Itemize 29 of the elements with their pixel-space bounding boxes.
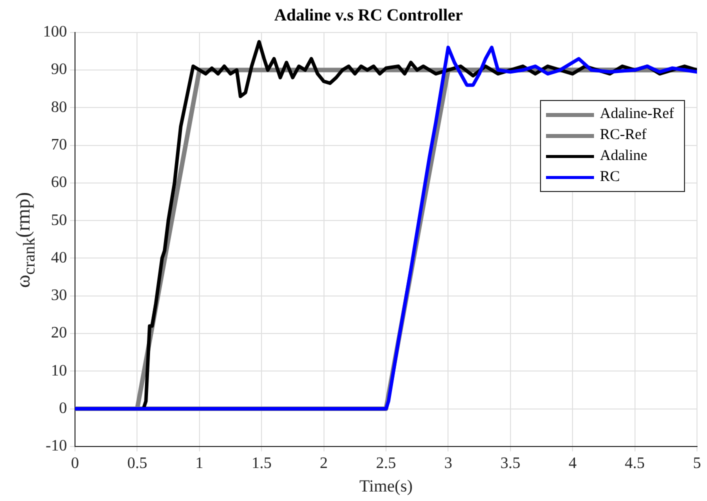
legend-label: RC-Ref xyxy=(600,127,647,144)
x-tick-label: 0 xyxy=(71,455,79,472)
legend-label: RC xyxy=(600,169,620,186)
y-tick-label: 70 xyxy=(51,136,67,154)
x-tick-label: 0.5 xyxy=(127,455,148,472)
y-tick-label: 50 xyxy=(51,212,67,229)
y-tick-label: 30 xyxy=(51,287,67,304)
x-tick-label: 1 xyxy=(195,455,204,472)
x-tick-label: 4.5 xyxy=(624,455,645,472)
x-tick-label: 4 xyxy=(568,455,577,472)
x-tick-label: 2.5 xyxy=(376,455,396,472)
chart-title: Adaline v.s RC Controller xyxy=(274,6,464,25)
x-axis-title: Time(s) xyxy=(359,476,413,496)
y-tick-label: 100 xyxy=(43,24,67,41)
y-tick-label: 0 xyxy=(59,400,67,417)
x-tick-label: 5 xyxy=(693,455,701,472)
y-tick-label: 40 xyxy=(51,249,67,266)
x-tick-label: 3.5 xyxy=(500,455,520,472)
y-tick-label: 20 xyxy=(51,324,67,342)
y-tick-label: -10 xyxy=(46,438,67,455)
y-tick-label: 90 xyxy=(51,61,67,78)
y-tick-label: 80 xyxy=(51,98,67,116)
x-tick-label: 1.5 xyxy=(252,455,272,472)
x-tick-label: 2 xyxy=(320,455,328,472)
y-tick-label: 10 xyxy=(51,362,67,380)
legend-label: Adaline-Ref xyxy=(600,106,674,123)
legend-label: Adaline xyxy=(600,148,648,165)
y-tick-label: 60 xyxy=(51,174,67,192)
x-tick-label: 3 xyxy=(444,455,452,472)
